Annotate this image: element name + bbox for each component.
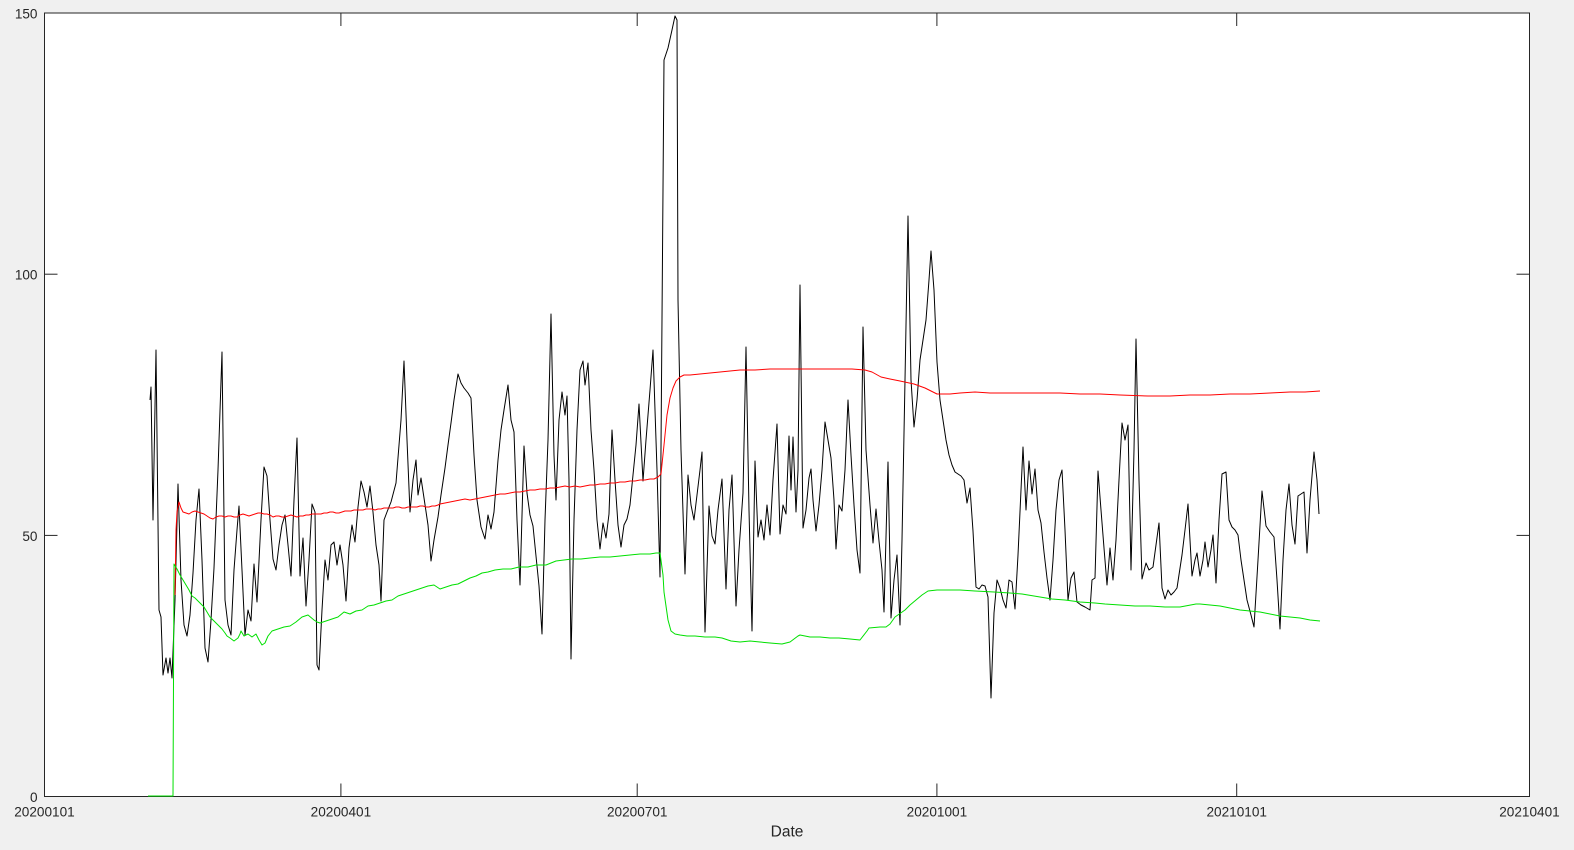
svg-text:0: 0: [30, 790, 38, 805]
svg-text:20200701: 20200701: [607, 805, 667, 820]
svg-text:20210401: 20210401: [1499, 805, 1559, 820]
svg-text:100: 100: [15, 268, 38, 283]
svg-text:20200401: 20200401: [311, 805, 371, 820]
svg-text:150: 150: [15, 7, 38, 22]
svg-text:50: 50: [22, 529, 38, 544]
svg-text:Date: Date: [771, 824, 804, 841]
svg-text:20210101: 20210101: [1206, 805, 1266, 820]
svg-text:20201001: 20201001: [907, 805, 967, 820]
svg-text:20200101: 20200101: [14, 805, 74, 820]
